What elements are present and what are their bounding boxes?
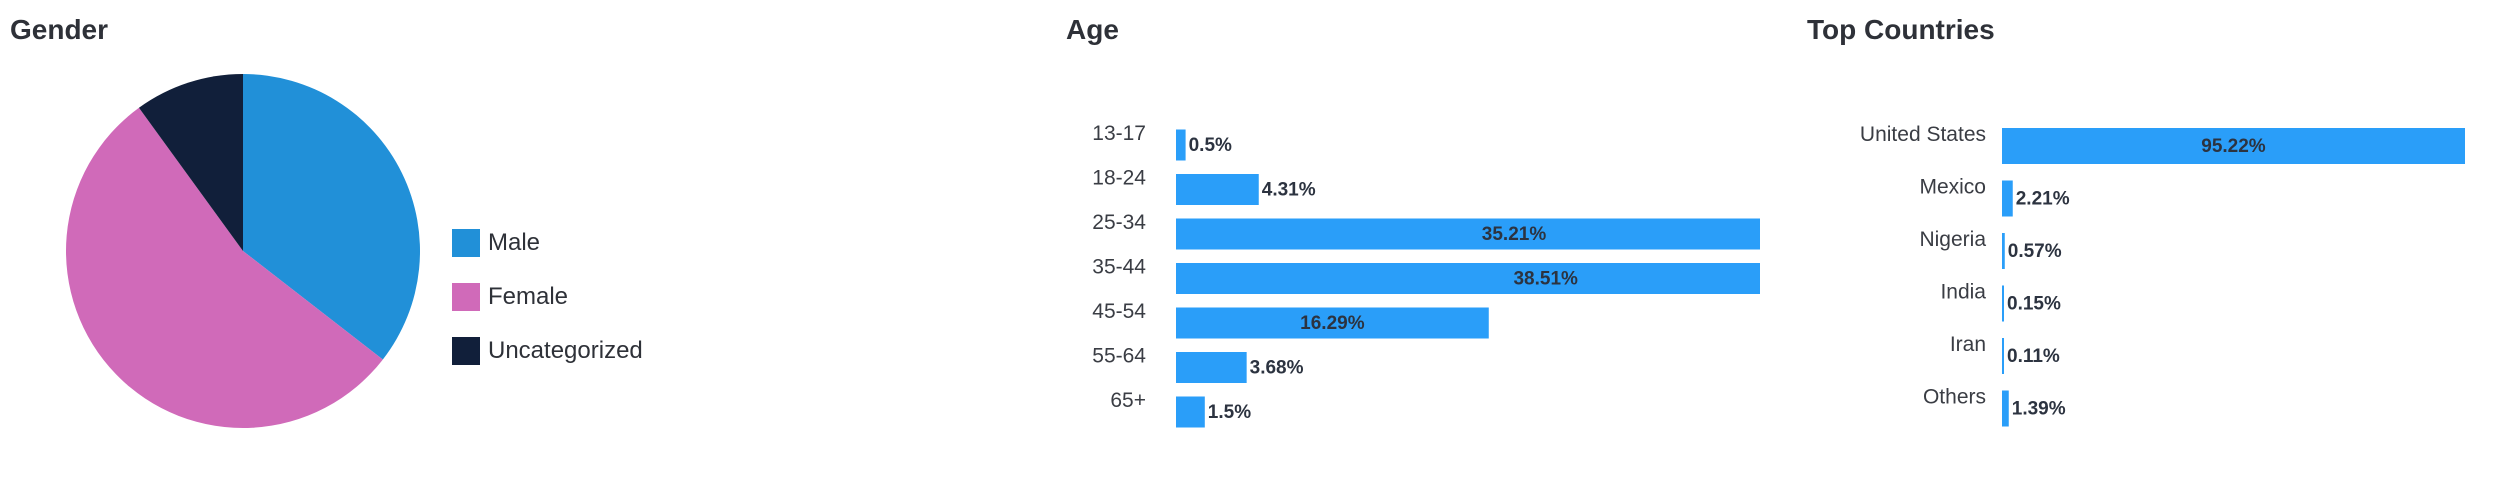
legend-item-uncategorized[interactable]: Uncategorized: [452, 324, 643, 378]
country-bar[interactable]: [2002, 180, 2013, 217]
age-value-label: 3.68%: [1250, 358, 1304, 379]
country-value-label: 0.57%: [2008, 241, 2062, 262]
age-bar[interactable]: [1176, 396, 1205, 428]
countries-bar-chart: United States 95.22% Mexico 2.21% Nigeria 0.5…: [1860, 123, 2465, 427]
age-tick-label: 65+: [1110, 389, 1146, 412]
country-bar[interactable]: [2002, 285, 2004, 322]
country-value-label: 95.22%: [2201, 136, 2266, 157]
legend-swatch-female: [452, 283, 480, 311]
age-bar-chart: 13-17 0.5% 18-24 4.31% 25-34 35.21% 35-44 38.51…: [1092, 122, 1760, 428]
country-tick-label: United States: [1860, 123, 1986, 146]
country-tick-label: Iran: [1950, 333, 1986, 356]
legend-label-male: Male: [488, 229, 541, 256]
legend-item-female[interactable]: Female: [452, 270, 643, 324]
country-bar[interactable]: [2002, 128, 2465, 164]
country-tick-label: India: [1940, 281, 1986, 304]
countries-title: Top Countries: [1807, 14, 1995, 45]
age-value-label: 4.31%: [1262, 180, 1316, 201]
age-value-label: 35.21%: [1482, 224, 1547, 245]
age-tick-label: 55-64: [1092, 345, 1146, 368]
age-tick-label: 25-34: [1092, 211, 1146, 234]
age-value-label: 38.51%: [1513, 269, 1578, 290]
legend-label-uncategorized: Uncategorized: [488, 337, 643, 364]
age-bar[interactable]: [1176, 307, 1489, 339]
age-bar[interactable]: [1176, 352, 1247, 383]
age-value-label: 0.5%: [1189, 135, 1232, 156]
pie-slice-male[interactable]: [243, 74, 420, 360]
country-value-label: 0.15%: [2007, 294, 2061, 315]
age-bar[interactable]: [1176, 174, 1259, 205]
age-tick-label: 45-54: [1092, 300, 1146, 323]
country-tick-label: Others: [1923, 386, 1986, 409]
gender-legend: Male Female Uncategorized: [452, 216, 643, 378]
age-tick-label: 13-17: [1092, 122, 1146, 145]
legend-swatch-uncategorized: [452, 337, 480, 365]
legend-swatch-male: [452, 229, 480, 257]
age-bar[interactable]: [1176, 263, 1760, 294]
gender-title: Gender: [10, 14, 109, 45]
age-title: Age: [1066, 14, 1119, 45]
country-bar[interactable]: [2002, 338, 2004, 374]
age-tick-label: 35-44: [1092, 256, 1146, 279]
age-bar[interactable]: [1176, 218, 1760, 250]
legend-label-female: Female: [488, 283, 569, 310]
country-value-label: 2.21%: [2016, 189, 2070, 210]
legend-item-male[interactable]: Male: [452, 216, 643, 270]
country-bar[interactable]: [2002, 233, 2005, 269]
pie-slice-uncategorized[interactable]: [138, 74, 243, 251]
country-value-label: 1.39%: [2012, 399, 2066, 420]
country-value-label: 0.11%: [2007, 346, 2060, 367]
age-tick-label: 18-24: [1092, 167, 1146, 190]
age-bar[interactable]: [1176, 129, 1186, 161]
gender-pie-chart: [66, 74, 420, 429]
age-value-label: 16.29%: [1300, 313, 1365, 334]
country-bar[interactable]: [2002, 390, 2009, 427]
country-tick-label: Nigeria: [1919, 228, 1986, 251]
age-value-label: 1.5%: [1208, 402, 1251, 423]
country-tick-label: Mexico: [1919, 176, 1986, 199]
pie-slice-female[interactable]: [66, 107, 383, 429]
